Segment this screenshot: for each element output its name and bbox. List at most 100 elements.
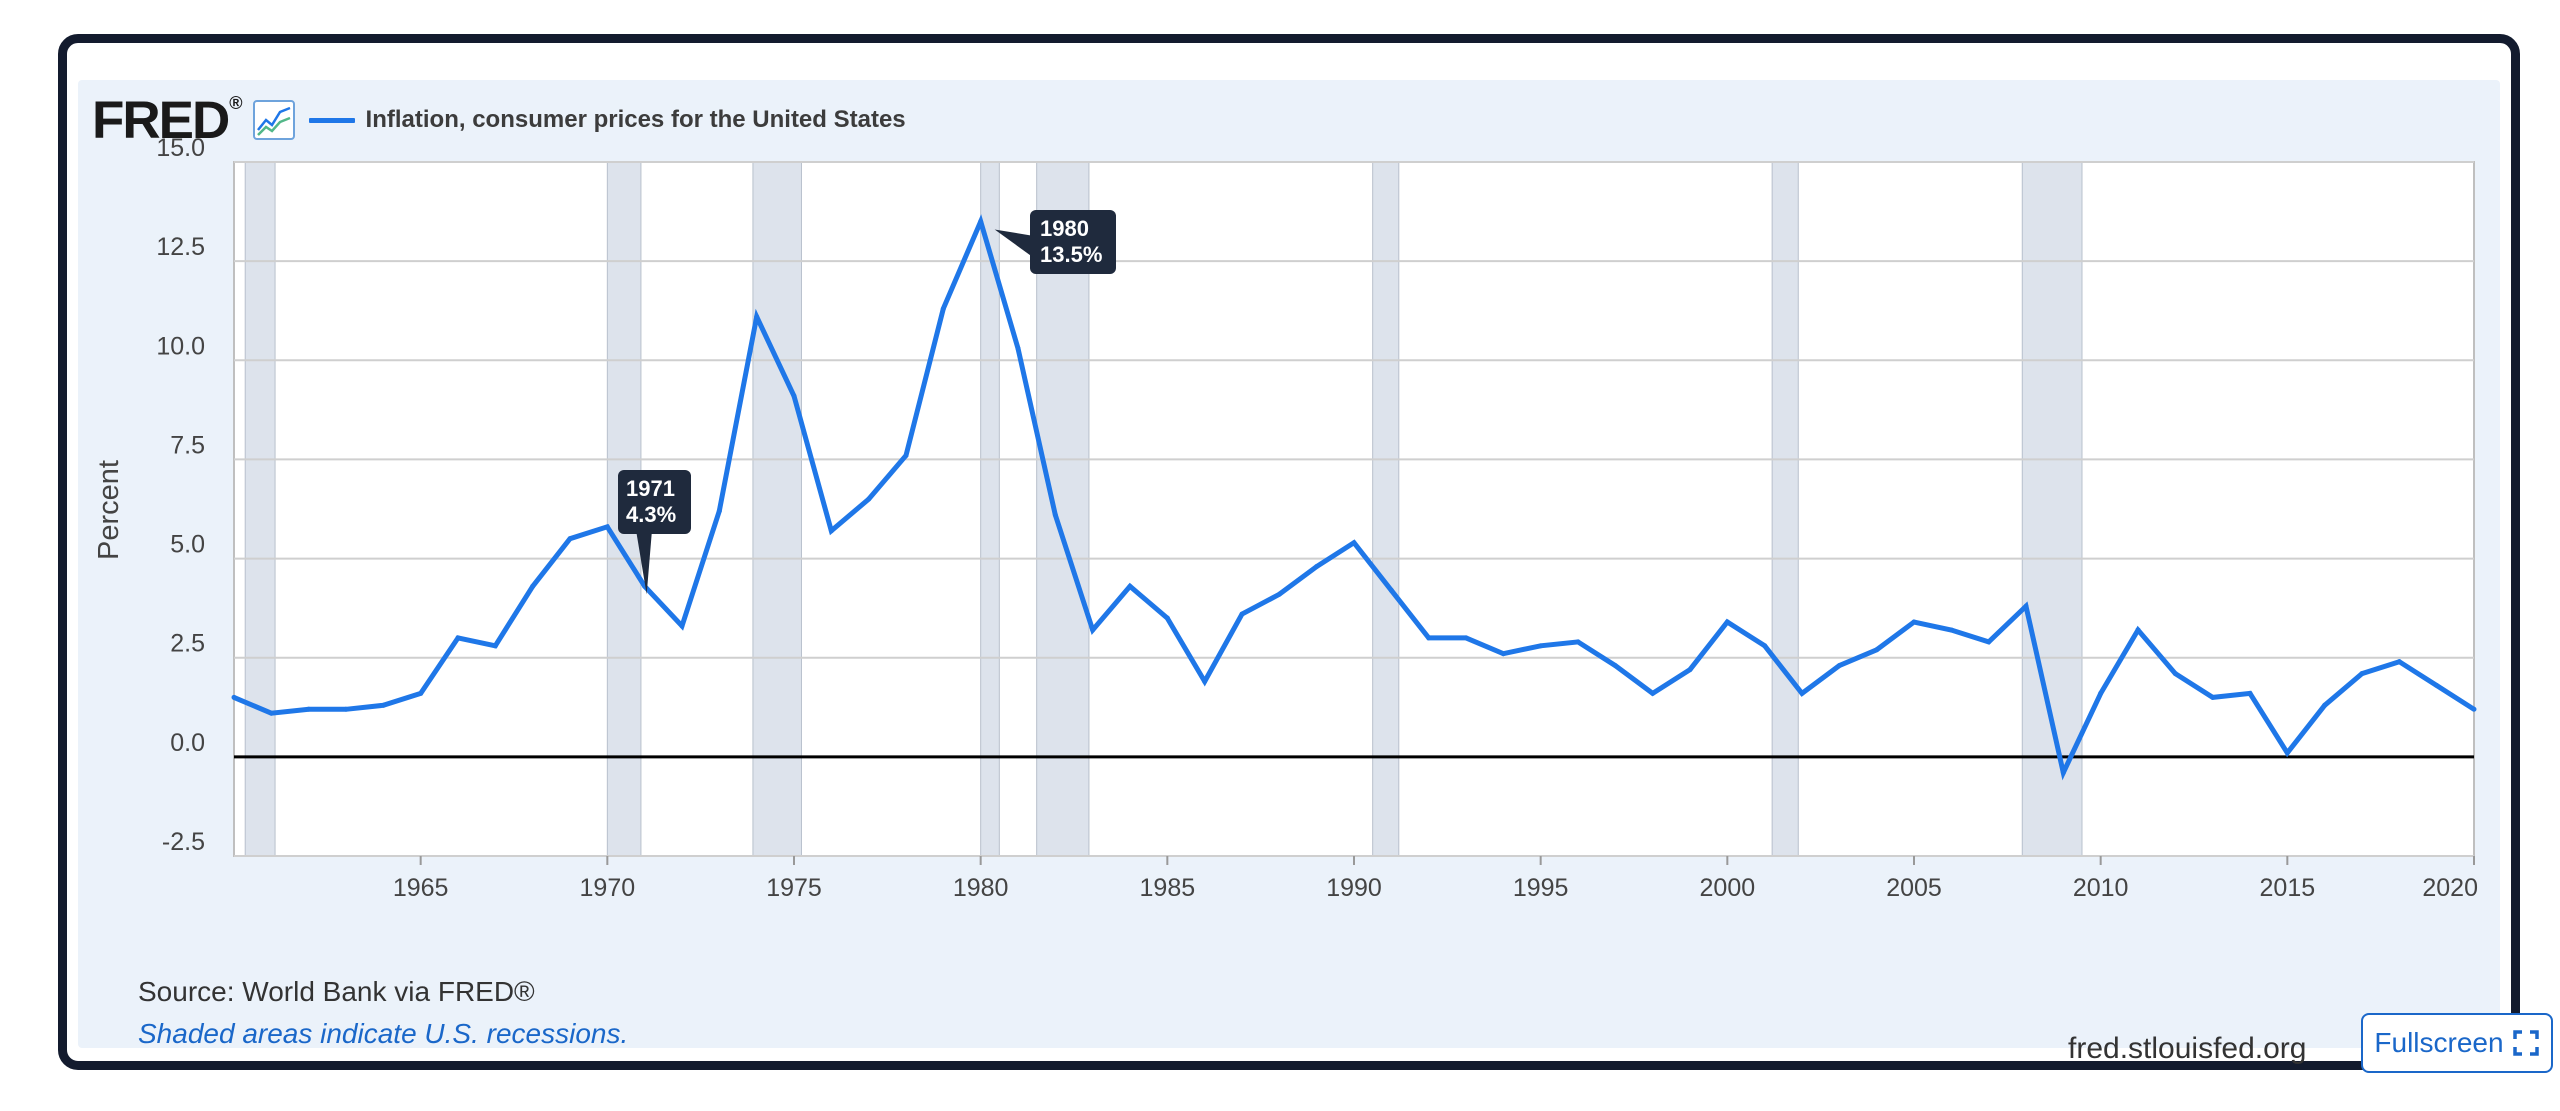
data-point	[1388, 587, 1394, 593]
data-point	[940, 306, 946, 312]
x-tick-label: 1985	[1140, 874, 1196, 902]
data-point	[2135, 627, 2141, 633]
data-point	[1724, 619, 1730, 625]
x-tick-label: 2010	[2073, 874, 2129, 902]
tooltip-value: 13.5%	[1040, 242, 1102, 267]
data-point	[1052, 512, 1058, 518]
y-tick-label: 2.5	[170, 630, 205, 658]
data-point	[866, 496, 872, 502]
recession-band	[1372, 161, 1400, 857]
data-point	[2359, 671, 2365, 677]
data-point	[1948, 627, 1954, 633]
recession-band	[1036, 161, 1090, 857]
x-tick-label: 1980	[953, 874, 1009, 902]
data-point	[1762, 643, 1768, 649]
x-tick-label: 1975	[766, 874, 822, 902]
y-tick-label: -2.5	[162, 828, 205, 856]
data-point	[2471, 706, 2477, 712]
data-point	[1314, 564, 1320, 570]
data-point	[604, 524, 610, 530]
data-point	[1911, 619, 1917, 625]
data-point	[679, 623, 685, 629]
tooltip-box	[1030, 210, 1116, 274]
tooltip-pointer	[994, 229, 1034, 258]
data-point	[1538, 643, 1544, 649]
fullscreen-label: Fullscreen	[2374, 1027, 2504, 1058]
expand-icon	[2512, 1030, 2539, 1056]
data-point	[1202, 679, 1208, 685]
data-point	[2322, 702, 2328, 708]
data-point	[1874, 647, 1880, 653]
recession-note: Shaded areas indicate U.S. recessions.	[138, 1018, 629, 1049]
recession-band	[1771, 161, 1799, 857]
y-tick-label: 10.0	[156, 332, 205, 360]
fred-logo-mark: ®	[229, 92, 242, 113]
data-point	[903, 452, 909, 458]
data-point	[828, 528, 834, 534]
data-point	[231, 694, 237, 700]
data-point	[1463, 635, 1469, 641]
data-point	[455, 635, 461, 641]
data-point	[1164, 615, 1170, 621]
data-point	[380, 702, 386, 708]
y-tick-label: 12.5	[156, 233, 205, 261]
x-tick-label: 1970	[580, 874, 636, 902]
tooltip-value: 4.3%	[626, 502, 676, 527]
data-point	[418, 690, 424, 696]
chart-header: FRED® Inflation, consumer prices for the…	[92, 92, 906, 148]
legend-swatch	[308, 117, 355, 123]
data-point	[1426, 635, 1432, 641]
data-point	[2247, 690, 2253, 696]
recession-band	[244, 161, 276, 857]
tooltip-year: 1971	[626, 476, 675, 501]
data-point	[1650, 690, 1656, 696]
data-point	[2098, 690, 2104, 696]
tooltip-box	[618, 470, 691, 534]
recession-band	[980, 161, 1000, 857]
fred-url[interactable]: fred.stlouisfed.org	[2068, 1032, 2307, 1065]
data-point	[1986, 639, 1992, 645]
y-tick-label: 5.0	[170, 531, 205, 559]
data-point	[2284, 750, 2290, 756]
data-point	[1687, 667, 1693, 673]
data-point	[2434, 682, 2440, 688]
x-tick-label: 1965	[393, 874, 449, 902]
data-point	[1575, 639, 1581, 645]
x-tick-label: 1995	[1513, 874, 1569, 902]
x-tick-label: 2000	[1700, 874, 1756, 902]
fullscreen-button[interactable]: Fullscreen	[2361, 1013, 2553, 1073]
data-point	[2023, 603, 2029, 609]
recession-band	[752, 161, 802, 857]
y-tick-label: 7.5	[170, 431, 205, 459]
line-chart-icon[interactable]	[252, 100, 295, 140]
data-point	[530, 583, 536, 589]
data-point	[1276, 591, 1282, 597]
data-point	[306, 706, 312, 712]
data-point	[2172, 671, 2178, 677]
data-point	[1836, 663, 1842, 669]
data-point	[791, 393, 797, 399]
plot-area	[233, 161, 2475, 857]
data-point	[2060, 770, 2066, 776]
data-point	[343, 706, 349, 712]
data-point	[492, 643, 498, 649]
x-tick-label: 1990	[1326, 874, 1382, 902]
y-tick-label: 15.0	[156, 134, 205, 162]
data-point	[1799, 690, 1805, 696]
x-tick-label: 2015	[2260, 874, 2316, 902]
data-point	[716, 508, 722, 514]
source-text: Source: World Bank via FRED®	[138, 976, 535, 1007]
data-point	[1351, 540, 1357, 546]
x-tick-label: 2005	[1886, 874, 1942, 902]
data-point	[1090, 627, 1096, 633]
data-point	[1500, 651, 1506, 657]
data-point	[567, 536, 573, 542]
y-axis-title: Percent	[93, 460, 125, 560]
data-point	[1612, 663, 1618, 669]
tooltip-pointer	[636, 530, 652, 595]
data-point	[2396, 659, 2402, 665]
data-point	[2210, 694, 2216, 700]
data-point	[1239, 611, 1245, 617]
fred-logo[interactable]: FRED®	[92, 92, 243, 147]
